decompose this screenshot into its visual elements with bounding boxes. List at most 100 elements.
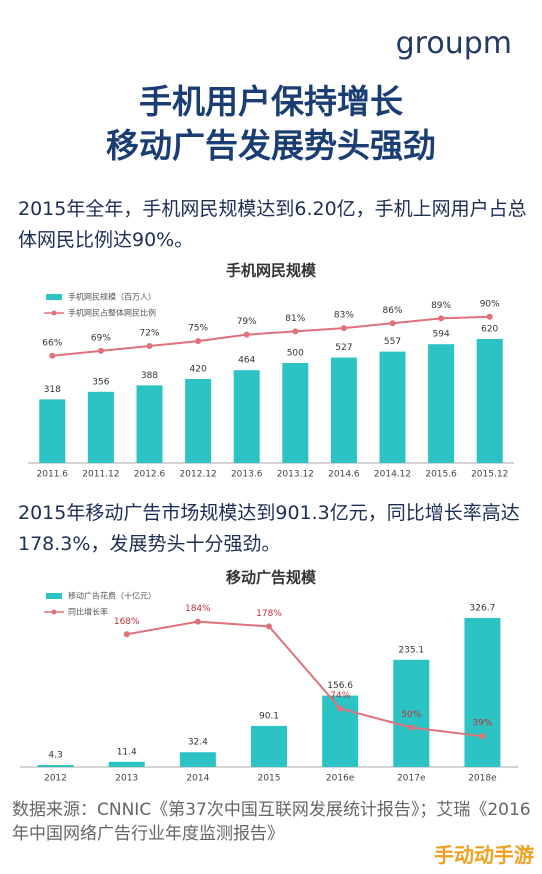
- bar-label: 620: [481, 325, 498, 335]
- line-label: 72%: [139, 329, 159, 339]
- x-tick-label: 2017e: [397, 774, 426, 784]
- logo: groupm: [395, 26, 512, 61]
- bar-label: 527: [335, 343, 352, 353]
- bar-label: 318: [44, 385, 61, 395]
- line-label: 69%: [91, 333, 111, 343]
- bar: [87, 391, 114, 463]
- legend-label: 移动广告花费（十亿元）: [68, 591, 156, 601]
- bar-label: 594: [433, 330, 450, 340]
- x-tick-label: 2016e: [326, 774, 355, 784]
- line-label: 50%: [401, 710, 421, 720]
- bar-label: 32.4: [188, 738, 208, 748]
- x-tick-label: 2018e: [468, 774, 497, 784]
- line-point: [266, 623, 272, 630]
- bar: [379, 351, 406, 463]
- bar-label: 464: [238, 356, 255, 366]
- legend-swatch: [51, 609, 57, 615]
- bar: [233, 370, 260, 463]
- bar-label: 388: [141, 371, 158, 381]
- x-tick-label: 2012.6: [134, 470, 166, 480]
- line-point: [123, 631, 130, 638]
- line-point: [292, 328, 299, 335]
- line-label: 39%: [472, 719, 492, 729]
- line-point: [337, 705, 344, 712]
- line: [126, 620, 483, 738]
- line-label: 184%: [185, 604, 211, 614]
- x-tick-label: 2015.12: [471, 470, 508, 480]
- x-tick-label: 2015.6: [425, 470, 457, 480]
- paragraph: 2015年移动广告市场规模达到901.3亿元，同比增长率高达178.3%，发展势…: [18, 502, 520, 555]
- chart-title: 手机网民规模: [226, 262, 317, 280]
- bar: [251, 725, 287, 767]
- line-label: 178%: [256, 609, 282, 619]
- x-tick-label: 2014.6: [328, 470, 360, 480]
- bar: [136, 385, 163, 463]
- line-label: 74%: [330, 691, 350, 701]
- bar: [476, 339, 503, 463]
- bar: [37, 765, 74, 767]
- bar: [282, 363, 309, 463]
- bar-label: 4.3: [48, 751, 62, 761]
- bar-label: 90.1: [259, 711, 279, 721]
- line: [52, 315, 490, 357]
- line-label: 66%: [42, 338, 62, 348]
- line-point: [146, 343, 153, 349]
- line-label: 79%: [237, 317, 257, 327]
- line-point: [97, 347, 104, 354]
- line-label: 90%: [480, 299, 500, 309]
- line-label: 89%: [431, 301, 451, 311]
- x-tick-label: 2012: [44, 774, 67, 784]
- bar: [428, 344, 455, 463]
- legend-label: 手机网民占整体网民比例: [68, 308, 156, 318]
- line-point: [195, 338, 202, 345]
- bar: [330, 357, 357, 463]
- x-tick-label: 2011.12: [82, 470, 119, 480]
- line-point: [194, 618, 201, 625]
- bar-label: 156.6: [327, 681, 353, 691]
- bar-label: 557: [384, 337, 401, 347]
- bar: [108, 761, 145, 767]
- line-label: 81%: [285, 314, 305, 324]
- line-point: [340, 325, 347, 332]
- line-point: [49, 352, 56, 359]
- bar: [179, 752, 216, 767]
- bar-label: 235.1: [398, 645, 424, 655]
- line-point: [389, 320, 396, 327]
- legend-label: 同比增长率: [68, 607, 108, 617]
- legend-swatch: [51, 310, 57, 316]
- line-point: [486, 313, 493, 320]
- bar: [185, 379, 212, 463]
- line-label: 75%: [188, 324, 208, 334]
- x-tick-label: 2011.6: [37, 470, 69, 480]
- bar: [464, 618, 501, 767]
- headline: 移动广告发展势头强劲: [106, 126, 436, 165]
- watermark: 手动动手游: [434, 843, 534, 867]
- line-label: 83%: [334, 311, 354, 321]
- x-tick-label: 2013: [115, 774, 138, 784]
- paragraph: 2015年全年，手机网民规模达到6.20亿，手机上网用户占总体网民比例达90%。: [18, 198, 527, 251]
- line-point: [438, 315, 445, 322]
- bar-label: 500: [287, 349, 304, 359]
- legend-swatch: [46, 294, 62, 300]
- bar-label: 11.4: [117, 747, 137, 757]
- bar: [393, 659, 430, 767]
- headline: 手机用户保持增长: [139, 82, 403, 121]
- x-tick-label: 2014: [186, 774, 209, 784]
- chart-title: 移动广告规模: [226, 569, 317, 587]
- line-label: 168%: [114, 617, 140, 627]
- line-point: [479, 733, 486, 740]
- x-tick-label: 2013.12: [277, 470, 314, 480]
- x-tick-label: 2015: [258, 774, 281, 784]
- legend-swatch: [46, 593, 62, 599]
- legend-label: 手机网民规模（百万人）: [68, 292, 156, 302]
- bar: [39, 399, 66, 463]
- bar-label: 326.7: [470, 604, 496, 614]
- line-label: 86%: [382, 306, 402, 316]
- line-point: [243, 331, 250, 338]
- bar-label: 356: [92, 377, 109, 387]
- x-tick-label: 2012.12: [179, 470, 216, 480]
- source: 数据来源：CNNIC《第37次中国互联网发展统计报告》；艾瑞《2016年中国网络…: [12, 800, 531, 844]
- bar-label: 420: [190, 365, 207, 375]
